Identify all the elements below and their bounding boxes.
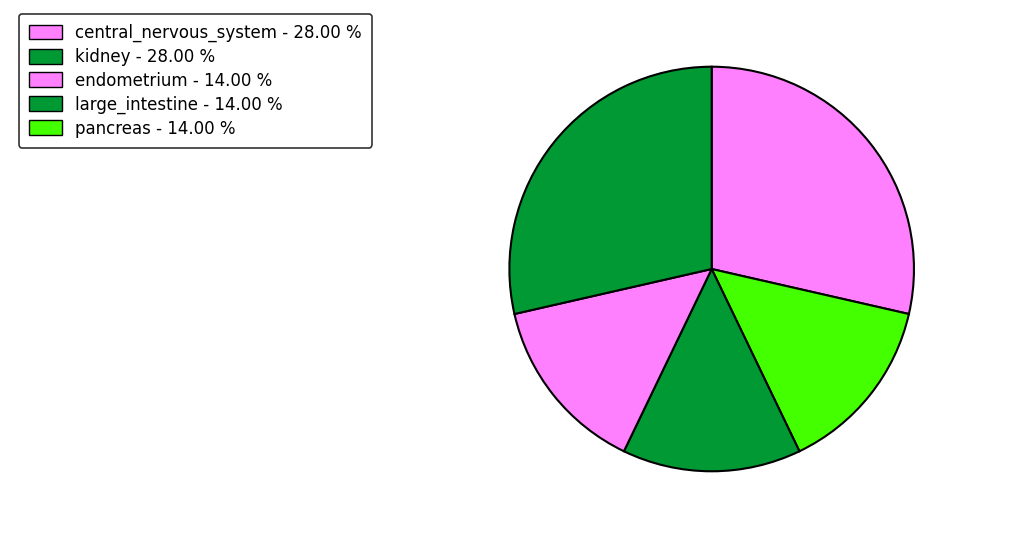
- Wedge shape: [514, 269, 712, 451]
- Legend: central_nervous_system - 28.00 %, kidney - 28.00 %, endometrium - 14.00 %, large: central_nervous_system - 28.00 %, kidney…: [18, 13, 372, 147]
- Wedge shape: [509, 67, 712, 314]
- Wedge shape: [624, 269, 800, 471]
- Wedge shape: [712, 67, 914, 314]
- Wedge shape: [712, 269, 909, 451]
